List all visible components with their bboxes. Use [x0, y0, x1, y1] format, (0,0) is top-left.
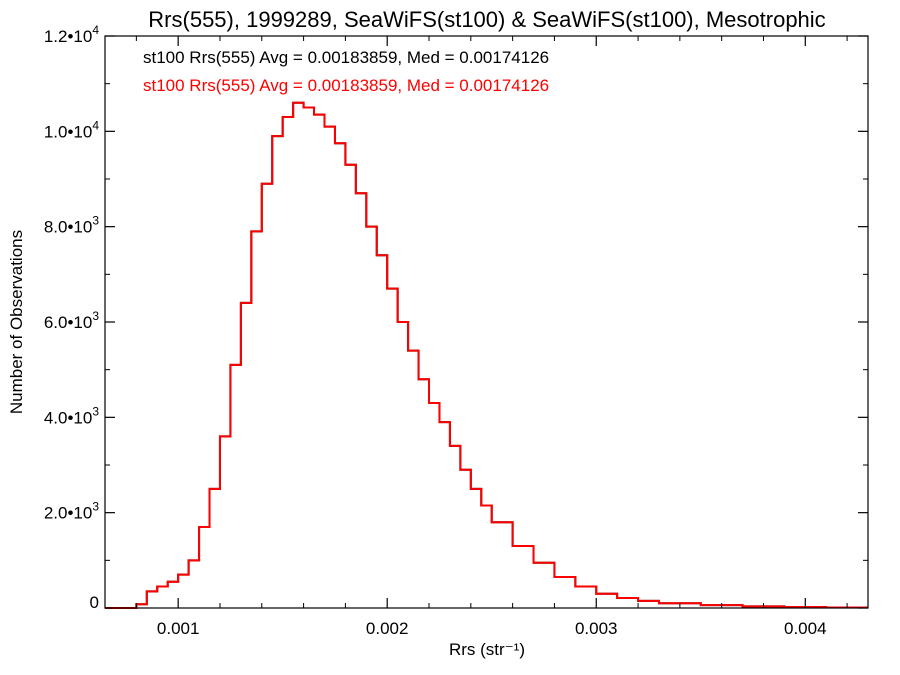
x-tick-label: 0.004 [784, 619, 827, 638]
y-tick-label: 1.0•104 [44, 118, 100, 141]
y-tick-label: 0 [90, 593, 99, 612]
y-tick-label: 8.0•103 [44, 214, 100, 237]
y-tick-label: 2.0•103 [44, 500, 100, 523]
y-tick-label: 6.0•103 [44, 309, 100, 332]
histogram-series-1 [105, 101, 868, 609]
y-tick-label: 1.2•104 [44, 23, 100, 46]
y-axis-label: Number of Observations [7, 230, 26, 414]
x-tick-label: 0.003 [575, 619, 618, 638]
chart-title: Rrs(555), 1999289, SeaWiFS(st100) & SeaW… [148, 7, 825, 32]
y-tick-label: 4.0•103 [44, 404, 100, 427]
series-layer [105, 101, 868, 609]
x-tick-labels: 0.001 0.002 0.003 0.004 [157, 619, 827, 638]
x-tick-label: 0.001 [157, 619, 200, 638]
annotation-red: st100 Rrs(555) Avg = 0.00183859, Med = 0… [143, 76, 549, 95]
ticks-layer [105, 35, 868, 609]
x-axis-label: Rrs (str⁻¹) [449, 640, 525, 659]
annotation-black: st100 Rrs(555) Avg = 0.00183859, Med = 0… [143, 48, 549, 67]
x-tick-label: 0.002 [366, 619, 409, 638]
y-tick-labels: 0 2.0•103 4.0•103 6.0•103 8.0•103 1.0•104 1.2•… [44, 23, 100, 612]
